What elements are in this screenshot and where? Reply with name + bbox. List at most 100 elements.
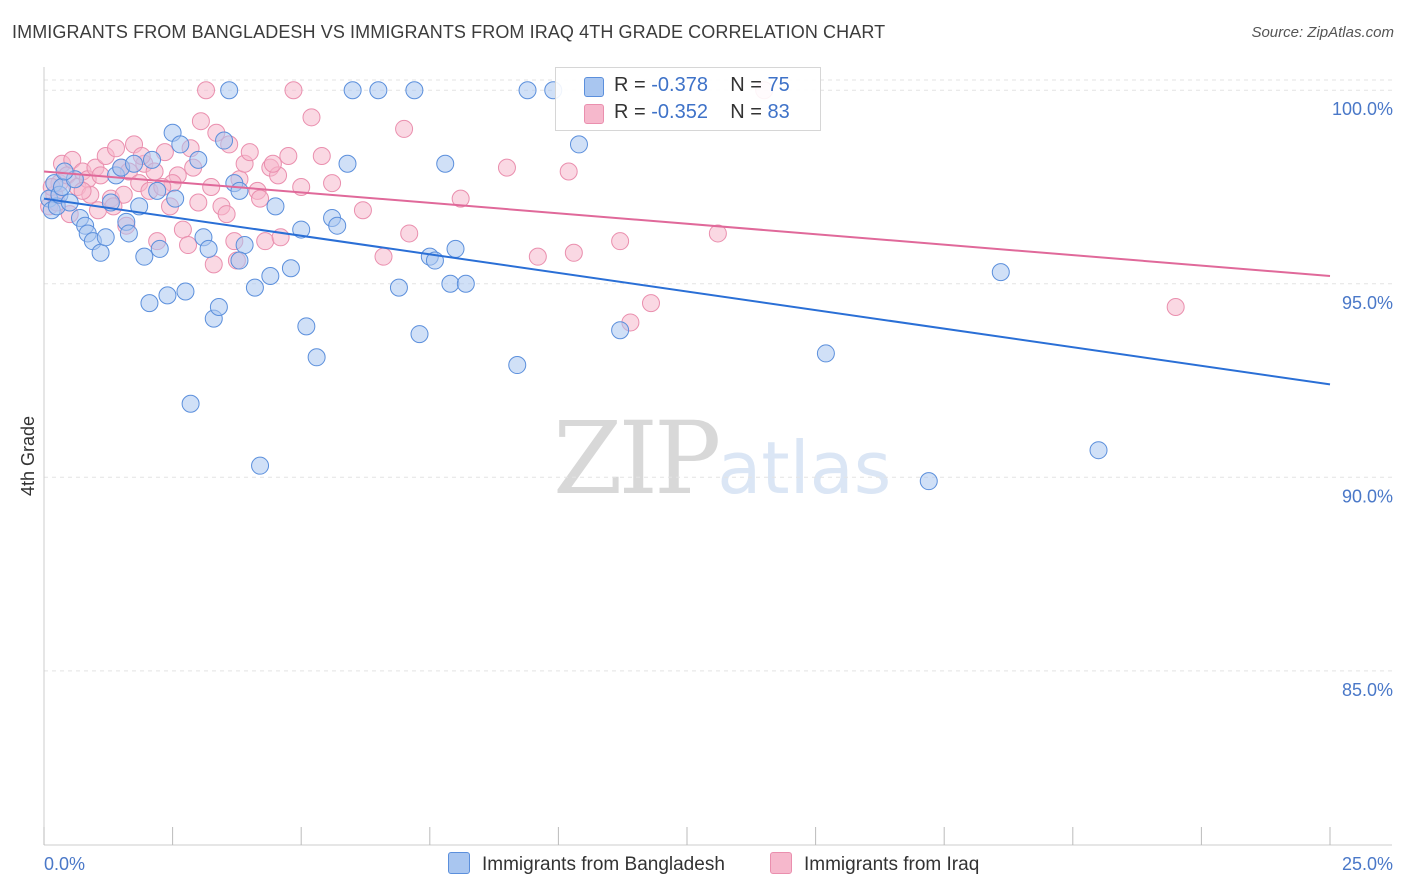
- y-tick-label: 95.0%: [1342, 293, 1393, 313]
- iraq-point: [564, 243, 583, 262]
- bangladesh-point: [436, 154, 455, 173]
- iraq-point: [240, 143, 259, 162]
- bangladesh-trend-line: [43, 197, 1331, 386]
- iraq-point: [284, 81, 303, 100]
- iraq-point: [302, 108, 321, 127]
- bangladesh-point: [410, 325, 429, 344]
- legend-r-value-iraq: -0.352: [651, 101, 708, 123]
- legend-r-label: R =: [614, 101, 646, 123]
- bangladesh-point: [230, 181, 249, 200]
- iraq-point: [204, 255, 223, 274]
- iraq-point: [528, 247, 547, 266]
- y-tick-label: 90.0%: [1342, 486, 1393, 506]
- legend-n-label: N =: [730, 74, 762, 96]
- bangladesh-point: [389, 278, 408, 297]
- iraq-point: [312, 147, 331, 166]
- bottom-legend-label-iraq: Immigrants from Iraq: [804, 854, 980, 875]
- bangladesh-point: [125, 154, 144, 173]
- bottom-legend-swatch-bangladesh: [448, 852, 470, 874]
- bangladesh-point: [991, 263, 1010, 282]
- legend-swatch-iraq: [584, 104, 604, 124]
- iraq-point: [559, 162, 578, 181]
- bangladesh-point: [816, 344, 835, 363]
- iraq-point: [374, 247, 393, 266]
- iraq-point: [256, 232, 275, 251]
- iraq-point: [641, 294, 660, 313]
- legend-n-value-iraq: 83: [767, 101, 790, 123]
- iraq-point: [451, 189, 470, 208]
- iraq-point: [191, 112, 210, 131]
- bangladesh-point: [143, 150, 162, 169]
- legend-r-label: R =: [614, 74, 646, 96]
- legend-n-value-bangladesh: 75: [767, 74, 790, 96]
- bangladesh-point: [328, 216, 347, 235]
- chart-title: IMMIGRANTS FROM BANGLADESH VS IMMIGRANTS…: [12, 22, 886, 42]
- bangladesh-point: [166, 189, 185, 208]
- iraq-point: [263, 154, 282, 173]
- bangladesh-point: [215, 131, 234, 150]
- iraq-point: [179, 236, 198, 255]
- bangladesh-point: [297, 317, 316, 336]
- bangladesh-point: [261, 267, 280, 286]
- bangladesh-point: [611, 321, 630, 340]
- bangladesh-point: [181, 394, 200, 413]
- bangladesh-point: [171, 135, 190, 154]
- iraq-point: [708, 224, 727, 243]
- iraq-point: [323, 174, 342, 193]
- bangladesh-point: [508, 356, 527, 375]
- y-tick-label: 100.0%: [1332, 99, 1393, 119]
- watermark-atlas: atlas: [717, 426, 892, 510]
- bangladesh-point: [148, 181, 167, 200]
- iraq-point: [353, 201, 372, 220]
- iraq-point: [395, 119, 414, 138]
- bangladesh-point: [158, 286, 177, 305]
- y-axis-title: 4th Grade: [18, 416, 38, 496]
- bangladesh-point: [518, 81, 537, 100]
- bottom-legend-label-bangladesh: Immigrants from Bangladesh: [482, 854, 725, 875]
- bangladesh-point: [96, 228, 115, 247]
- bangladesh-point: [245, 278, 264, 297]
- iraq-point: [279, 147, 298, 166]
- bangladesh-point: [150, 239, 169, 258]
- bangladesh-point: [130, 197, 149, 216]
- bangladesh-point: [230, 251, 249, 270]
- axis-labels: 85.0% 90.0% 95.0% 100.0% 0.0% 25.0% 4th Grade: [18, 99, 1393, 874]
- bottom-legend-iraq: Immigrants from Iraq: [770, 852, 979, 876]
- bangladesh-point: [251, 456, 270, 475]
- legend-row-iraq: R = -0.352 N = 83: [614, 101, 790, 125]
- iraq-point: [497, 158, 516, 177]
- legend-n-label: N =: [730, 101, 762, 123]
- bangladesh-point: [919, 472, 938, 491]
- correlation-legend: R = -0.378 N = 75 R = -0.352 N = 83: [555, 67, 821, 131]
- bangladesh-point: [405, 81, 424, 100]
- bangladesh-point: [343, 81, 362, 100]
- bangladesh-point: [569, 135, 588, 154]
- iraq-point: [189, 193, 208, 212]
- bangladesh-point: [176, 282, 195, 301]
- bangladesh-point: [91, 243, 110, 262]
- bangladesh-point: [307, 348, 326, 367]
- bangladesh-point: [135, 247, 154, 266]
- iraq-point: [251, 189, 270, 208]
- iraq-point: [611, 232, 630, 251]
- watermark-zip: ZIP: [553, 400, 721, 517]
- bangladesh-point: [220, 81, 239, 100]
- iraq-point: [202, 177, 221, 196]
- iraq-point: [173, 220, 192, 239]
- bangladesh-point: [119, 224, 138, 243]
- bangladesh-point: [199, 239, 218, 258]
- zipatlas-watermark: ZIPatlas: [553, 400, 891, 517]
- iraq-point: [197, 81, 216, 100]
- bangladesh-points: [40, 81, 1108, 491]
- bangladesh-point: [456, 274, 475, 293]
- iraq-point: [1166, 297, 1185, 316]
- bangladesh-point: [55, 162, 74, 181]
- iraq-point: [217, 205, 236, 224]
- bangladesh-point: [235, 236, 254, 255]
- bangladesh-point: [209, 297, 228, 316]
- legend-row-bangladesh: R = -0.378 N = 75: [614, 74, 790, 98]
- iraq-trend-line: [43, 170, 1331, 278]
- bangladesh-point: [281, 259, 300, 278]
- source-credit: Source: ZipAtlas.com: [1251, 24, 1394, 41]
